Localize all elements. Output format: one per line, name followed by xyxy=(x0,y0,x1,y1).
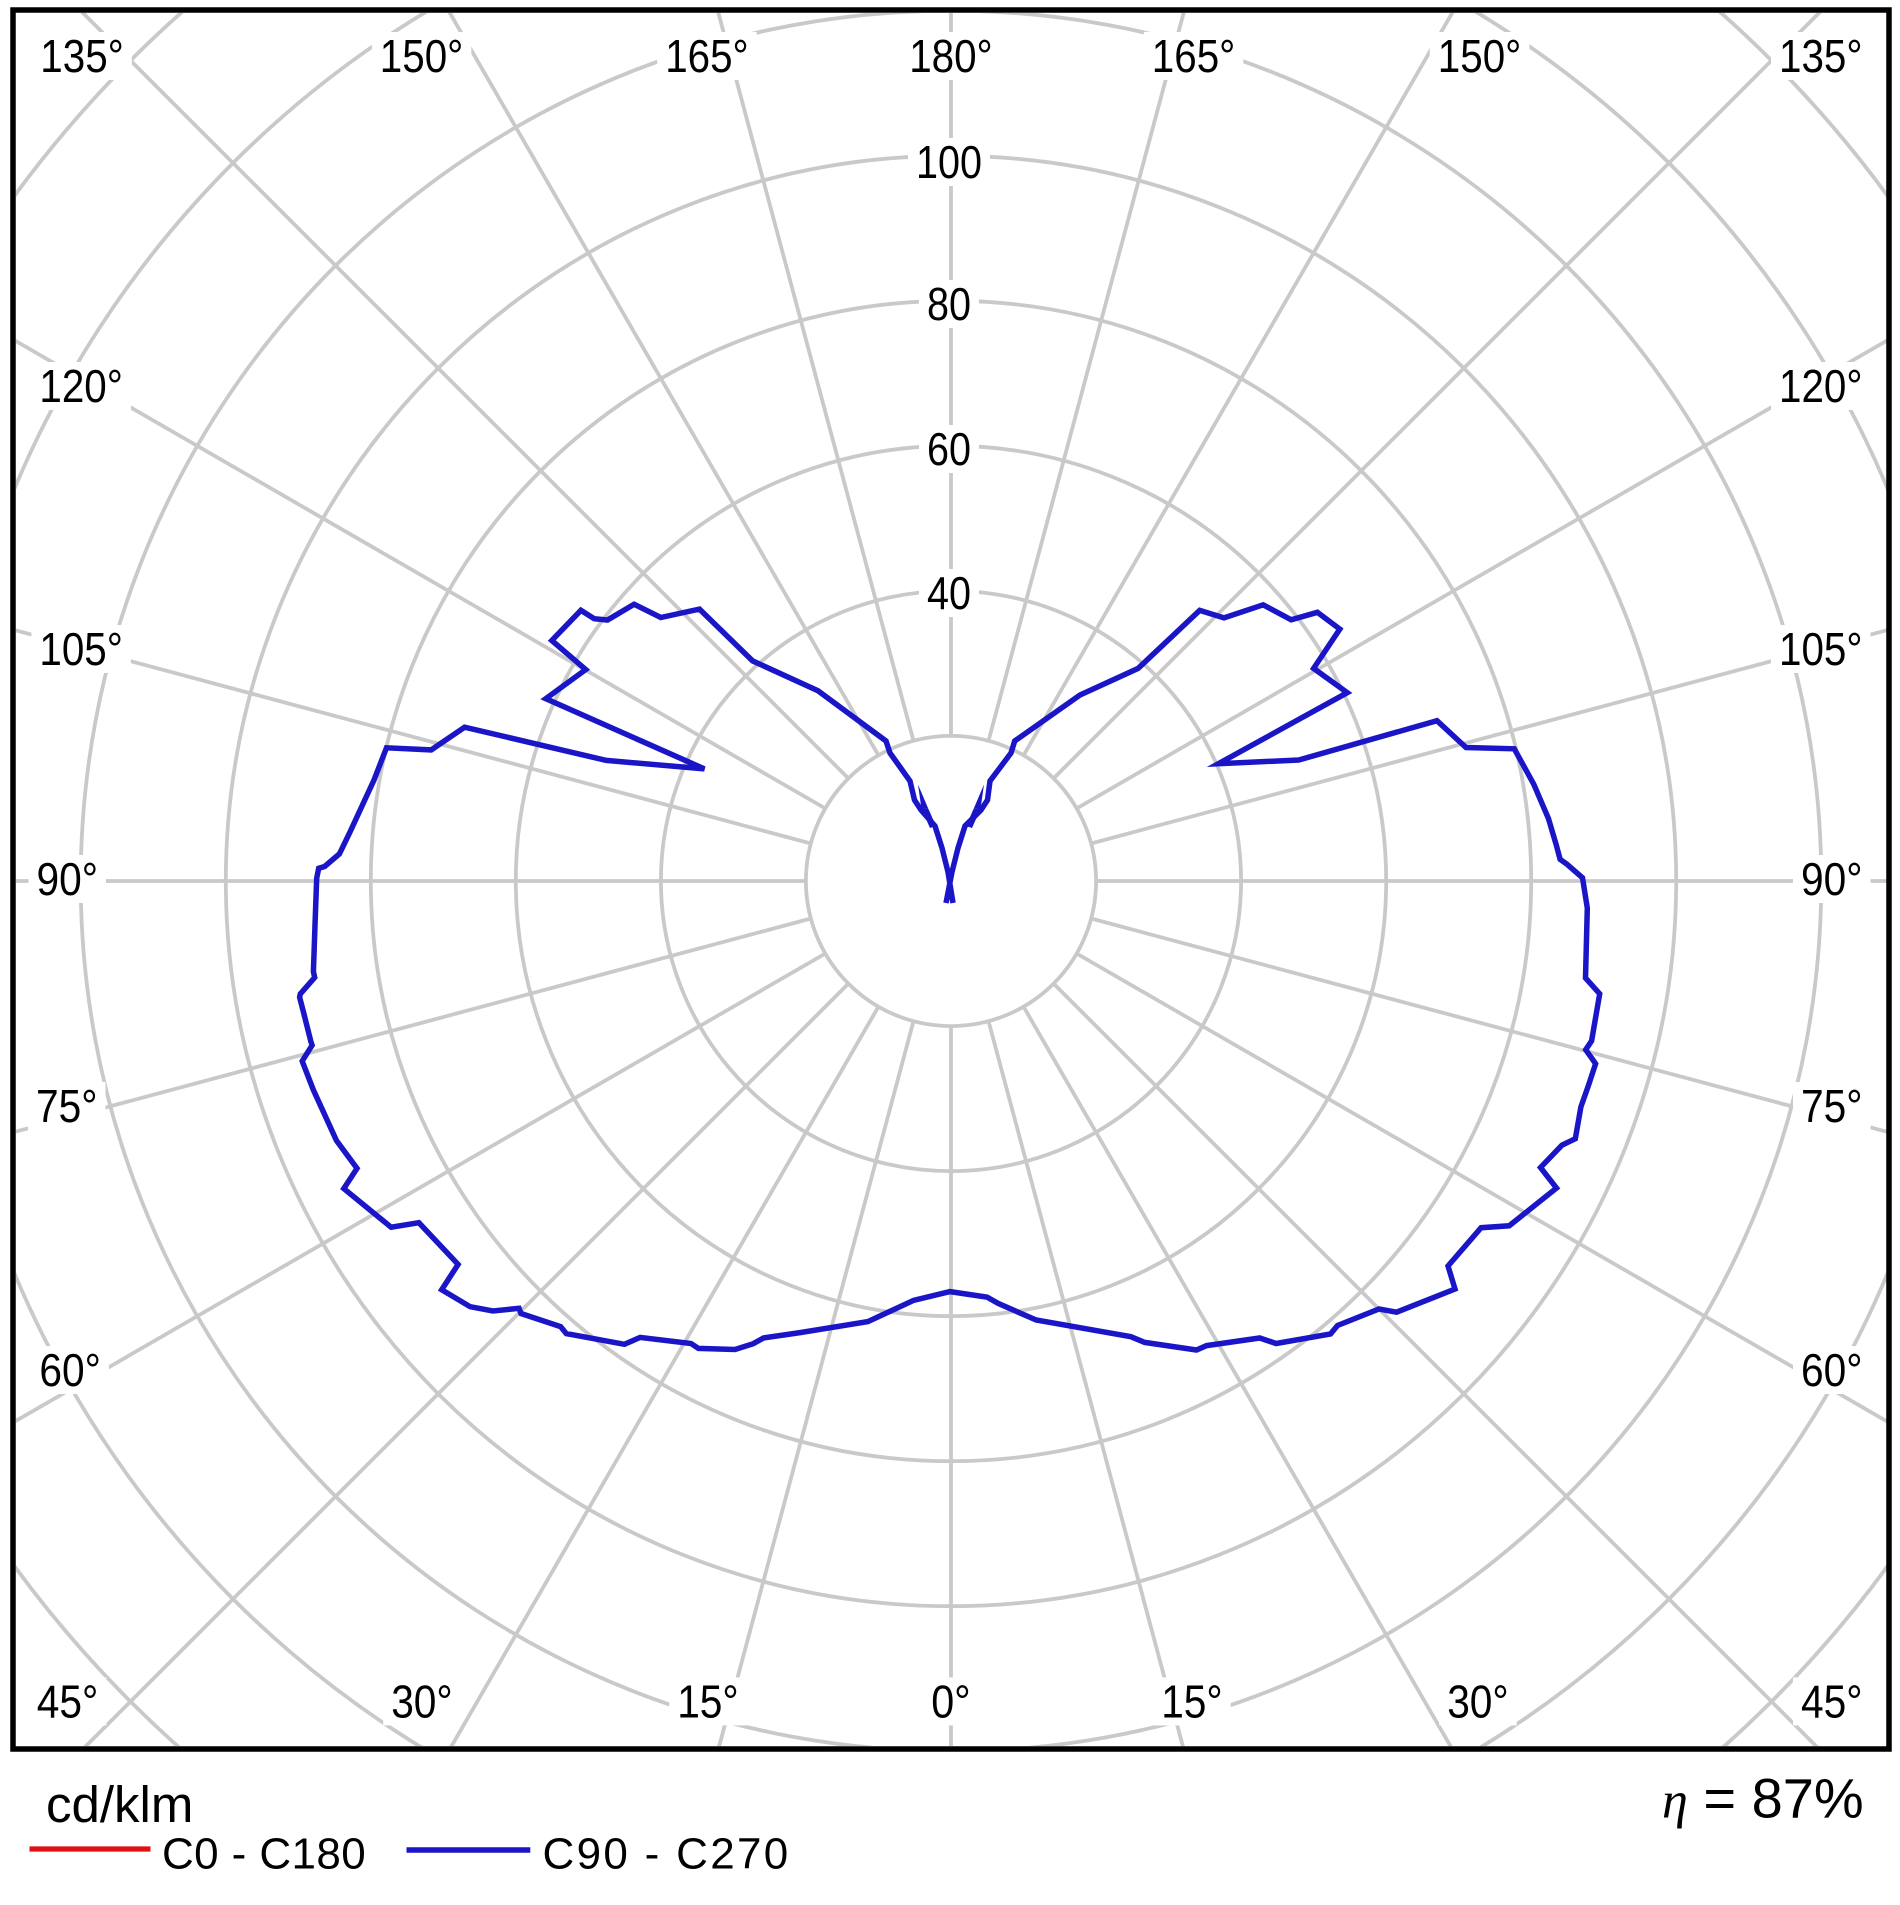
svg-text:30°: 30° xyxy=(391,1675,453,1727)
svg-text:75°: 75° xyxy=(1801,1080,1863,1132)
svg-text:135°: 135° xyxy=(1779,30,1863,82)
svg-text:135°: 135° xyxy=(40,30,124,82)
svg-text:180°: 180° xyxy=(909,30,993,82)
svg-text:105°: 105° xyxy=(39,623,123,675)
svg-text:105°: 105° xyxy=(1779,623,1863,675)
svg-text:165°: 165° xyxy=(665,30,749,82)
svg-text:30°: 30° xyxy=(1447,1675,1509,1727)
svg-text:165°: 165° xyxy=(1152,30,1236,82)
svg-text:η = 87%: η = 87% xyxy=(1662,1767,1864,1830)
svg-text:150°: 150° xyxy=(1438,30,1522,82)
svg-text:150°: 150° xyxy=(380,30,464,82)
svg-text:15°: 15° xyxy=(677,1675,739,1727)
svg-text:120°: 120° xyxy=(39,360,123,412)
svg-text:60°: 60° xyxy=(39,1344,101,1396)
svg-text:90°: 90° xyxy=(1801,853,1863,905)
svg-text:90°: 90° xyxy=(37,853,99,905)
svg-text:75°: 75° xyxy=(36,1080,98,1132)
svg-text:45°: 45° xyxy=(37,1675,99,1727)
svg-text:100: 100 xyxy=(916,136,982,188)
svg-text:C90 - C270: C90 - C270 xyxy=(543,1830,791,1879)
svg-text:0°: 0° xyxy=(931,1675,971,1727)
svg-text:C0 - C180: C0 - C180 xyxy=(162,1830,366,1879)
svg-text:45°: 45° xyxy=(1801,1675,1863,1727)
svg-text:60: 60 xyxy=(927,423,971,475)
svg-text:120°: 120° xyxy=(1779,360,1863,412)
svg-text:40: 40 xyxy=(927,567,971,619)
svg-text:15°: 15° xyxy=(1161,1675,1223,1727)
svg-text:cd/klm: cd/klm xyxy=(46,1776,193,1833)
svg-text:80: 80 xyxy=(927,278,971,330)
svg-text:60°: 60° xyxy=(1801,1344,1863,1396)
